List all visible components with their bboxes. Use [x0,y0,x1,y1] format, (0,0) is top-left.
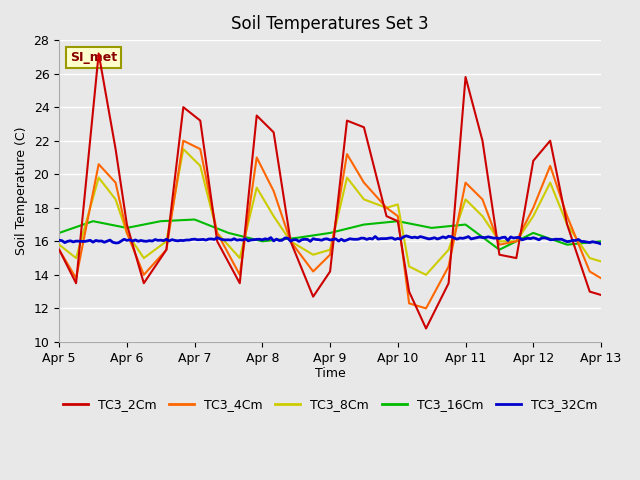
TC3_4Cm [465,182,472,188]
TC3_4Cm [185,141,193,146]
TC3_4Cm [597,276,605,281]
TC3_8Cm [179,146,187,152]
TC3_8Cm [185,152,193,157]
Line: TC3_4Cm: TC3_4Cm [59,141,601,308]
TC3_2Cm [394,218,402,224]
TC3_2Cm [185,109,193,115]
TC3_4Cm [467,185,475,191]
TC3_16Cm [597,239,605,244]
TC3_2Cm [597,292,605,298]
TC3_8Cm [467,202,475,208]
Legend: TC3_2Cm, TC3_4Cm, TC3_8Cm, TC3_16Cm, TC3_32Cm: TC3_2Cm, TC3_4Cm, TC3_8Cm, TC3_16Cm, TC3… [58,394,602,417]
TC3_32Cm [273,236,280,242]
TC3_2Cm [467,96,475,101]
TC3_2Cm [55,247,63,252]
Title: Soil Temperatures Set 3: Soil Temperatures Set 3 [231,15,429,33]
TC3_32Cm [55,237,63,243]
TC3_8Cm [275,222,283,228]
TC3_8Cm [465,199,472,205]
Line: TC3_16Cm: TC3_16Cm [59,219,601,250]
TC3_4Cm [422,305,430,311]
TC3_16Cm [495,247,503,252]
TC3_8Cm [55,242,63,248]
Line: TC3_8Cm: TC3_8Cm [59,149,601,275]
Line: TC3_32Cm: TC3_32Cm [59,236,601,244]
TC3_32Cm [391,237,399,242]
TC3_16Cm [55,230,63,236]
TC3_8Cm [597,259,605,264]
TC3_16Cm [256,238,264,243]
Line: TC3_2Cm: TC3_2Cm [59,54,601,328]
TC3_4Cm [256,160,264,166]
TC3_8Cm [256,190,264,195]
TC3_2Cm [275,166,283,171]
TC3_32Cm [465,234,472,240]
TC3_32Cm [461,235,469,240]
TC3_16Cm [275,237,283,242]
TC3_32Cm [253,237,260,242]
TC3_2Cm [95,51,102,57]
TC3_16Cm [191,216,198,222]
TC3_4Cm [179,138,187,144]
X-axis label: Time: Time [315,367,346,381]
TC3_4Cm [275,205,283,211]
TC3_16Cm [461,222,469,228]
TC3_32Cm [403,233,410,239]
TC3_8Cm [422,272,430,278]
TC3_4Cm [55,247,63,252]
TC3_32Cm [182,237,190,243]
TC3_4Cm [394,213,402,219]
Text: SI_met: SI_met [70,51,117,64]
TC3_2Cm [465,85,472,91]
TC3_8Cm [394,202,402,207]
TC3_2Cm [256,116,264,121]
TC3_2Cm [422,325,430,331]
TC3_16Cm [182,217,190,223]
TC3_16Cm [394,218,402,224]
TC3_16Cm [465,224,472,229]
TC3_32Cm [597,241,605,247]
Y-axis label: Soil Temperature (C): Soil Temperature (C) [15,127,28,255]
